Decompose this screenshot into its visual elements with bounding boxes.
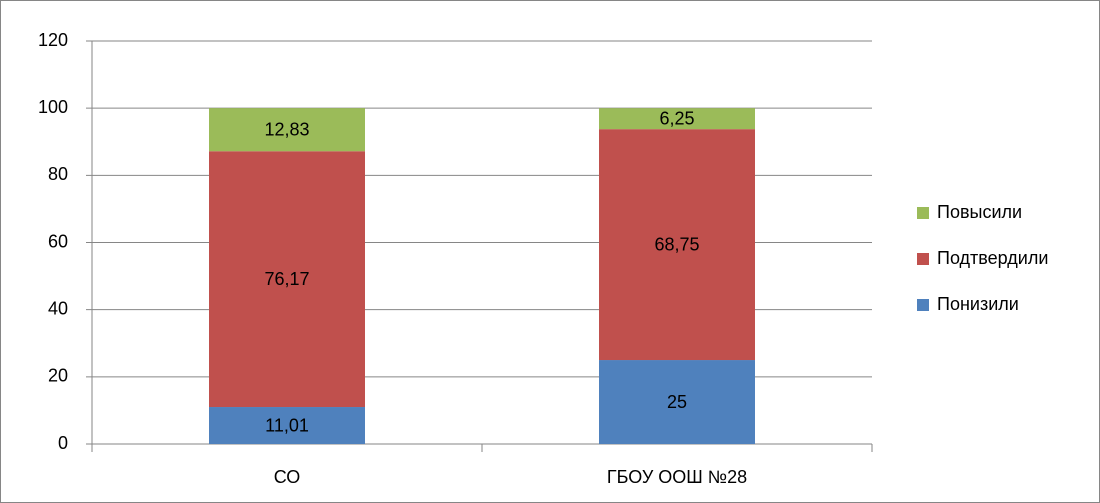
y-tick-label: 80	[48, 164, 68, 184]
data-label: 25	[667, 392, 687, 412]
data-label: 6,25	[659, 108, 694, 128]
legend-label: Понизили	[937, 294, 1019, 314]
data-label: 76,17	[264, 269, 309, 289]
y-tick-label: 20	[48, 366, 68, 386]
bar-segment	[209, 407, 365, 444]
bar-segment	[209, 108, 365, 152]
legend-swatch	[917, 299, 929, 311]
legend-swatch	[917, 207, 929, 219]
legend-label: Повысили	[937, 202, 1022, 222]
data-label: 68,75	[654, 234, 699, 254]
bar-segment	[599, 360, 755, 444]
x-tick-label: СО	[274, 467, 301, 487]
y-tick-label: 0	[58, 433, 68, 453]
bar-segment	[209, 151, 365, 408]
data-label: 11,01	[265, 415, 309, 435]
y-tick-label: 60	[48, 231, 68, 251]
data-label: 12,83	[264, 119, 309, 139]
legend-label: Подтвердили	[937, 248, 1048, 268]
legend-swatch	[917, 253, 929, 265]
bar-segment	[599, 129, 755, 361]
y-tick-label: 100	[38, 97, 68, 117]
y-tick-label: 40	[48, 298, 68, 318]
y-tick-label: 120	[38, 30, 68, 50]
bar-segment	[599, 108, 755, 130]
x-tick-label: ГБОУ ООШ №28	[607, 467, 747, 487]
